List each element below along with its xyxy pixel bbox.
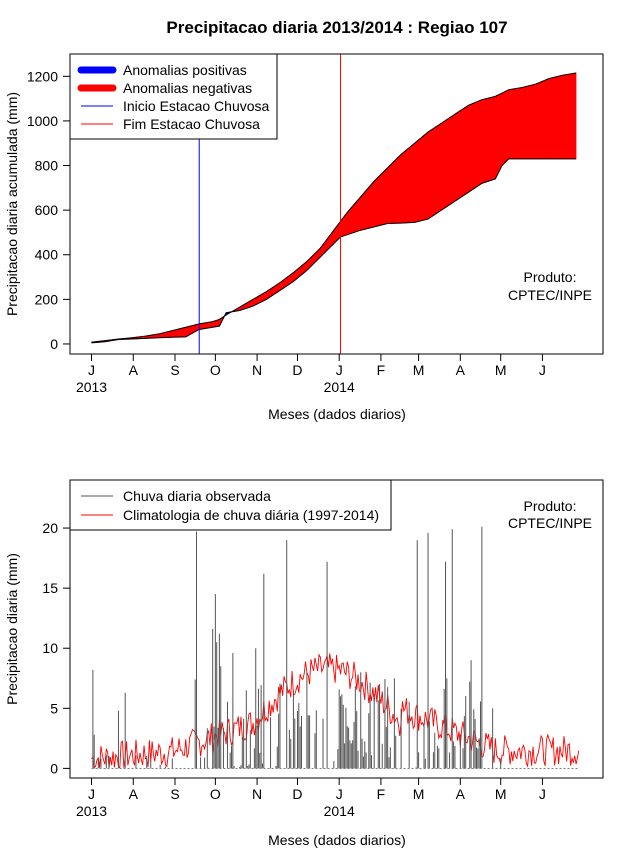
y-tick-label: 10 [42, 640, 58, 656]
y-tick-label: 200 [35, 291, 59, 307]
x-year-label: 2013 [76, 803, 107, 819]
x-year-label: 2014 [324, 379, 355, 395]
y-tick-label: 20 [42, 520, 58, 536]
x-tick-label: S [170, 362, 179, 378]
y-tick-label: 600 [35, 202, 59, 218]
x-tick-label: J [88, 786, 95, 802]
legend-positive-label: Anomalias positivas [123, 62, 247, 78]
y-tick-label: 0 [50, 336, 58, 352]
x-tick-label: F [377, 786, 386, 802]
x-tick-label: J [539, 362, 546, 378]
y-tick-label: 1000 [27, 113, 58, 129]
legend-observed-label: Chuva diaria observada [123, 488, 271, 504]
x-year-label: 2014 [324, 803, 355, 819]
x-tick-label: O [210, 786, 221, 802]
x-tick-label: M [495, 362, 507, 378]
anomaly-negative-band [574, 72, 577, 160]
legend-season-start-label: Inicio Estacao Chuvosa [123, 98, 270, 114]
legend-climatology-label: Climatologia de chuva diária (1997-2014) [123, 507, 379, 523]
bottom-credit-line2: CPTEC/INPE [508, 515, 592, 531]
x-tick-label: O [210, 362, 221, 378]
y-tick-label: 400 [35, 247, 59, 263]
top-legend: Anomalias positivas Anomalias negativas … [69, 53, 278, 140]
y-tick-label: 5 [50, 700, 58, 716]
climatology-daily-line [91, 653, 580, 769]
bottom-y-axis: 0 5 10 15 20 [42, 520, 71, 776]
x-tick-label: D [292, 786, 302, 802]
observed-accumulation-line [91, 158, 577, 344]
x-tick-label: N [252, 362, 262, 378]
y-tick-label: 15 [42, 580, 58, 596]
x-tick-label: A [456, 786, 466, 802]
observed-daily-bars [92, 526, 502, 769]
x-tick-label: F [377, 362, 386, 378]
x-tick-label: M [495, 786, 507, 802]
y-tick-label: 1200 [27, 68, 58, 84]
x-tick-label: N [252, 786, 262, 802]
x-tick-label: S [170, 786, 179, 802]
bottom-credit-line1: Produto: [524, 498, 577, 514]
bottom-x-axis-label: Meses (dados diarios) [268, 832, 406, 848]
x-year-label: 2013 [76, 379, 107, 395]
top-credit-line2: CPTEC/INPE [508, 287, 592, 303]
legend-season-end-label: Fim Estacao Chuvosa [123, 116, 260, 132]
y-tick-label: 800 [35, 158, 59, 174]
x-tick-label: J [336, 362, 343, 378]
top-credit-line1: Produto: [524, 269, 577, 285]
top-y-axis-label: Precipitacao diaria acumulada (mm) [4, 92, 20, 316]
x-tick-label: A [129, 362, 139, 378]
x-tick-label: J [336, 786, 343, 802]
bottom-plot-area [91, 526, 580, 769]
x-tick-label: M [413, 362, 425, 378]
legend-negative-label: Anomalias negativas [123, 80, 252, 96]
bottom-y-axis-label: Precipitacao diaria (mm) [4, 553, 20, 705]
x-tick-label: A [456, 362, 466, 378]
bottom-legend: Chuva diaria observada Climatologia de c… [69, 479, 392, 531]
x-tick-label: A [129, 786, 139, 802]
top-x-axis-label: Meses (dados diarios) [268, 406, 406, 422]
chart-title: Precipitacao diaria 2013/2014 : Regiao 1… [166, 18, 507, 37]
y-tick-label: 0 [50, 760, 58, 776]
bottom-legend-box [69, 479, 392, 531]
x-tick-label: D [292, 362, 302, 378]
x-tick-label: M [413, 786, 425, 802]
x-tick-label: J [539, 786, 546, 802]
top-y-axis: 0 200 400 600 800 1000 1200 [27, 68, 71, 352]
top-plot-area [91, 54, 577, 354]
x-tick-label: J [88, 362, 95, 378]
climatology-accumulation-line [91, 72, 577, 343]
